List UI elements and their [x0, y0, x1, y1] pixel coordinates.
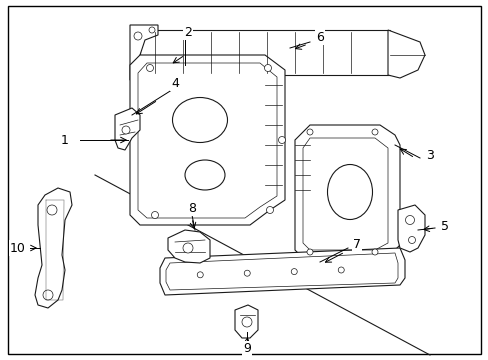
Circle shape — [242, 317, 251, 327]
Circle shape — [47, 205, 57, 215]
Circle shape — [291, 269, 297, 275]
Polygon shape — [235, 305, 258, 338]
Circle shape — [407, 237, 415, 243]
Polygon shape — [130, 25, 158, 80]
Text: 1: 1 — [61, 134, 69, 147]
Circle shape — [371, 249, 377, 255]
Polygon shape — [168, 230, 209, 263]
Circle shape — [338, 267, 344, 273]
Text: 9: 9 — [243, 342, 250, 356]
Ellipse shape — [184, 160, 224, 190]
Polygon shape — [397, 205, 424, 252]
Circle shape — [306, 249, 312, 255]
Polygon shape — [387, 30, 424, 78]
Text: 7: 7 — [352, 238, 360, 251]
Text: 5: 5 — [440, 220, 448, 233]
Polygon shape — [35, 188, 72, 308]
Text: 3: 3 — [425, 149, 433, 162]
Ellipse shape — [172, 98, 227, 143]
Circle shape — [244, 270, 250, 276]
Circle shape — [146, 64, 153, 72]
Circle shape — [43, 290, 53, 300]
Circle shape — [266, 207, 273, 213]
Circle shape — [264, 64, 271, 72]
Text: 4: 4 — [171, 77, 179, 90]
Text: 10: 10 — [10, 242, 26, 255]
Circle shape — [134, 32, 142, 40]
Circle shape — [183, 243, 193, 253]
Circle shape — [405, 216, 414, 225]
Polygon shape — [115, 108, 140, 150]
Circle shape — [371, 129, 377, 135]
Polygon shape — [140, 30, 389, 75]
Circle shape — [197, 272, 203, 278]
Ellipse shape — [327, 165, 372, 220]
Polygon shape — [294, 125, 399, 260]
Text: 2: 2 — [183, 26, 192, 39]
Circle shape — [306, 129, 312, 135]
Circle shape — [151, 212, 158, 219]
Polygon shape — [130, 55, 285, 225]
Polygon shape — [160, 248, 404, 295]
Text: 8: 8 — [187, 202, 196, 215]
Circle shape — [122, 126, 130, 134]
Circle shape — [278, 136, 285, 144]
Text: 6: 6 — [315, 31, 323, 44]
Circle shape — [149, 27, 155, 33]
